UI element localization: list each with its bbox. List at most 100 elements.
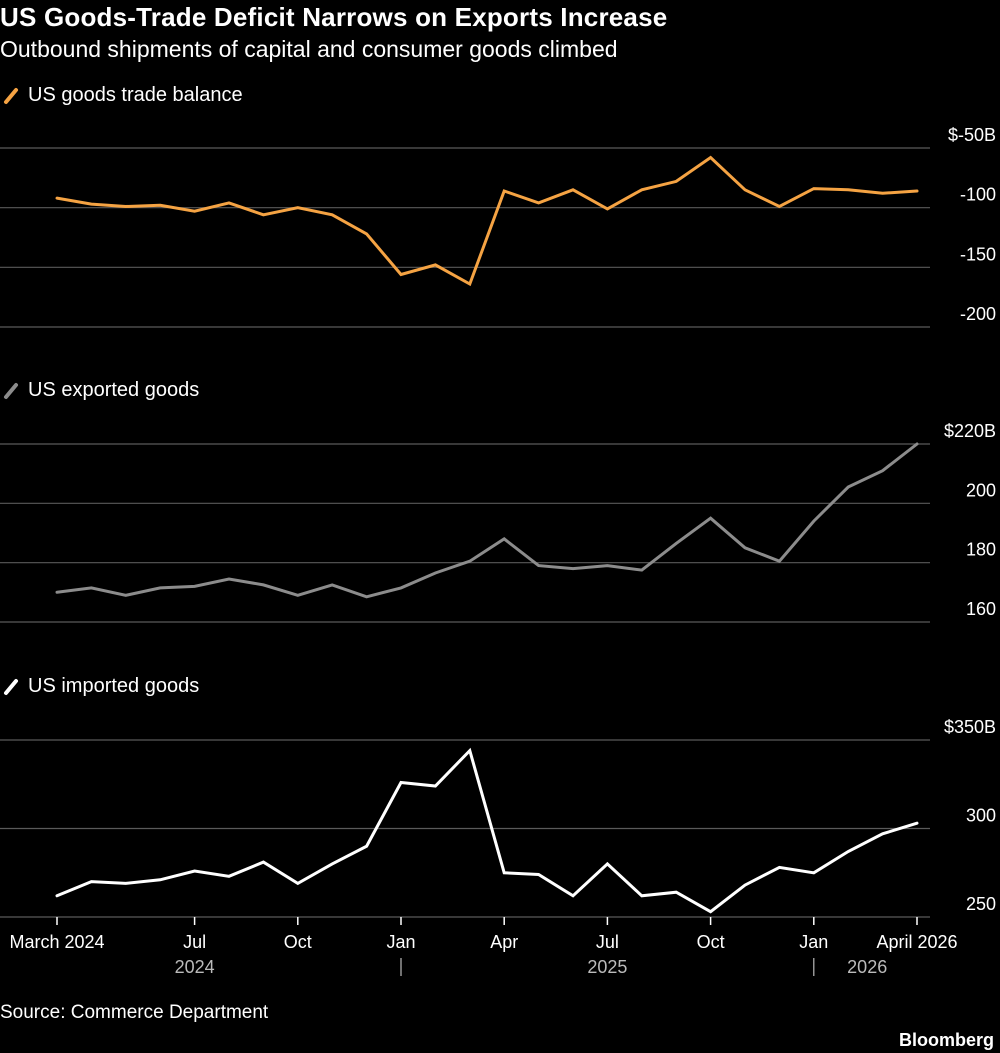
data-point-1-16 — [606, 564, 609, 567]
data-point-1-8 — [331, 583, 334, 586]
data-point-1-5 — [228, 577, 231, 580]
data-point-2-4 — [193, 869, 196, 872]
data-point-1-9 — [365, 595, 368, 598]
data-point-2-10 — [400, 781, 403, 784]
data-point-1-18 — [675, 542, 678, 545]
data-point-2-23 — [847, 850, 850, 853]
series-line-2 — [55, 747, 919, 914]
data-point-2-18 — [675, 891, 678, 894]
data-point-0-10 — [400, 273, 403, 276]
data-point-2-22 — [812, 871, 815, 874]
data-point-0-1 — [90, 203, 93, 206]
x-tick-label-1: Jul — [183, 932, 206, 952]
legend-swatch-0 — [4, 88, 18, 104]
data-point-1-20 — [744, 546, 747, 549]
data-point-1-6 — [262, 583, 265, 586]
x-tick-label-0: March 2024 — [9, 932, 104, 952]
data-point-0-9 — [365, 232, 368, 235]
data-point-2-17 — [640, 894, 643, 897]
year-label-2: 2026 — [847, 957, 887, 977]
y-tick-label-1-3: 160 — [966, 599, 996, 619]
data-point-0-19 — [709, 156, 712, 159]
y-tick-label-2-0: $350B — [944, 717, 996, 737]
data-point-1-22 — [812, 520, 815, 523]
data-point-0-6 — [262, 213, 265, 216]
data-point-0-5 — [228, 201, 231, 204]
y-tick-label-2-2: 250 — [966, 894, 996, 914]
data-point-0-23 — [847, 188, 850, 191]
y-tick-label-0-3: -200 — [960, 304, 996, 324]
data-point-0-2 — [124, 205, 127, 208]
data-point-1-13 — [503, 537, 506, 540]
x-tick-label-2: Oct — [284, 932, 312, 952]
data-point-2-13 — [503, 871, 506, 874]
data-point-0-16 — [606, 207, 609, 210]
legend-label-0: US goods trade balance — [28, 84, 243, 106]
data-point-2-14 — [537, 873, 540, 876]
data-point-2-25 — [916, 822, 919, 825]
data-point-0-24 — [881, 192, 884, 195]
x-tick-label-6: Oct — [697, 932, 725, 952]
data-point-1-14 — [537, 564, 540, 567]
data-point-2-5 — [228, 875, 231, 878]
legend-label-1: US exported goods — [28, 379, 199, 401]
series-line-1 — [55, 442, 919, 599]
data-point-2-9 — [365, 845, 368, 848]
data-point-2-24 — [881, 832, 884, 835]
data-point-1-21 — [778, 560, 781, 563]
data-point-2-12 — [468, 749, 471, 752]
data-point-1-23 — [847, 486, 850, 489]
bloomberg-logo: Bloomberg — [898, 1030, 994, 1050]
data-point-2-2 — [124, 882, 127, 885]
data-point-2-11 — [434, 785, 437, 788]
data-point-2-7 — [296, 882, 299, 885]
data-point-0-4 — [193, 210, 196, 213]
data-point-0-20 — [744, 188, 747, 191]
legend-swatch-1 — [4, 383, 18, 399]
data-point-0-8 — [331, 213, 334, 216]
data-point-0-7 — [296, 206, 299, 209]
data-point-1-2 — [124, 594, 127, 597]
data-point-2-15 — [572, 894, 575, 897]
y-tick-label-1-0: $220B — [944, 421, 996, 441]
data-point-0-21 — [778, 205, 781, 208]
data-point-1-11 — [434, 572, 437, 575]
data-point-0-13 — [503, 189, 506, 192]
chart-subtitle: Outbound shipments of capital and consum… — [0, 36, 618, 62]
data-point-2-1 — [90, 880, 93, 883]
data-point-2-20 — [744, 884, 747, 887]
y-tick-label-2-1: 300 — [966, 806, 996, 826]
y-tick-label-1-1: 200 — [966, 480, 996, 500]
data-point-1-12 — [468, 560, 471, 563]
data-point-0-11 — [434, 263, 437, 266]
data-point-0-12 — [468, 283, 471, 286]
data-point-1-25 — [916, 443, 919, 446]
y-tick-label-1-2: 180 — [966, 540, 996, 560]
chart-title: US Goods-Trade Deficit Narrows on Export… — [0, 2, 668, 32]
x-tick-label-5: Jul — [596, 932, 619, 952]
y-tick-label-0-0: $-50B — [948, 125, 996, 145]
series-line-0 — [55, 155, 919, 287]
data-point-2-0 — [56, 894, 59, 897]
data-point-1-19 — [709, 517, 712, 520]
data-point-0-17 — [640, 188, 643, 191]
data-point-0-22 — [812, 187, 815, 190]
data-point-2-21 — [778, 866, 781, 869]
data-point-1-10 — [400, 586, 403, 589]
data-point-0-25 — [916, 189, 919, 192]
data-point-1-3 — [159, 586, 162, 589]
x-tick-label-3: Jan — [386, 932, 415, 952]
data-point-1-0 — [56, 591, 59, 594]
data-point-2-6 — [262, 861, 265, 864]
y-tick-label-0-1: -100 — [960, 185, 996, 205]
data-point-2-19 — [709, 910, 712, 913]
data-point-0-3 — [159, 204, 162, 207]
data-point-0-15 — [572, 188, 575, 191]
legend-swatch-2 — [4, 679, 18, 695]
data-point-1-15 — [572, 567, 575, 570]
x-tick-label-8: April 2026 — [876, 932, 957, 952]
year-label-0: 2024 — [175, 957, 215, 977]
data-point-2-16 — [606, 862, 609, 865]
data-point-1-24 — [881, 469, 884, 472]
